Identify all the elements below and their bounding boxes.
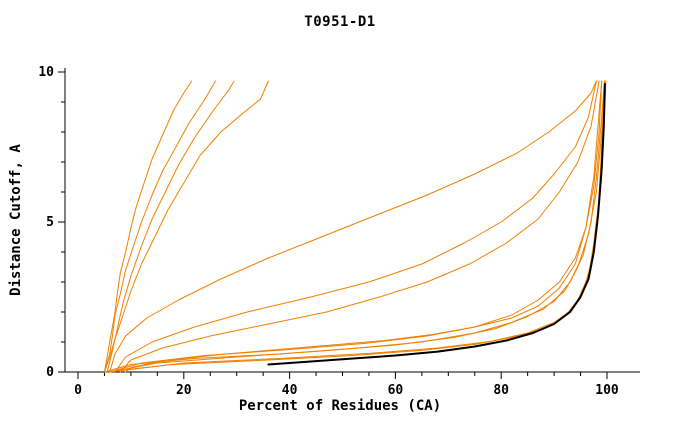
model-curve: [125, 80, 603, 373]
chart-title: T0951-D1: [304, 14, 376, 30]
x-tick-label: 60: [388, 383, 404, 398]
model-curve: [106, 80, 235, 373]
x-tick-label: 20: [176, 383, 192, 398]
y-tick-label: 0: [46, 365, 54, 380]
y-tick-label: 5: [46, 215, 54, 230]
x-tick-label: 40: [282, 383, 298, 398]
model-curve: [109, 80, 607, 373]
model-curve: [104, 80, 269, 373]
model-curve: [109, 80, 605, 373]
y-tick-label: 10: [38, 65, 54, 80]
model-curve: [109, 80, 597, 373]
model-curve: [104, 80, 606, 373]
x-tick-label: 0: [74, 383, 82, 398]
x-tick-label: 80: [493, 383, 509, 398]
model-curve: [104, 80, 605, 373]
model-curve: [119, 80, 600, 373]
model-curve: [104, 80, 193, 373]
model-curve: [104, 80, 216, 373]
reference-curve: [267, 83, 606, 366]
model-curve: [114, 80, 597, 373]
x-axis-label: Percent of Residues (CA): [238, 398, 442, 414]
x-tick-label: 100: [595, 383, 619, 398]
